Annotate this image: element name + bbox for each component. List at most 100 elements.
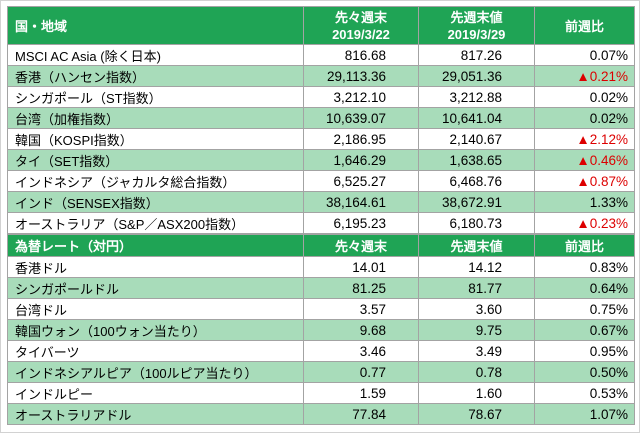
currency-name-cell: インドネシアルピア（100ルピア当たり） [7, 361, 304, 383]
prev-value-cell: 1.59 [303, 382, 419, 404]
change-cell: 0.07% [534, 44, 635, 66]
table-row: シンガポール（ST指数） 3,212.10 3,212.88 0.02% [7, 86, 635, 108]
last-value-cell: 9.75 [418, 319, 535, 341]
currency-name-cell: オーストラリアドル [7, 403, 304, 425]
prev-value-cell: 1,646.29 [303, 149, 419, 171]
change-cell: 0.95% [534, 340, 635, 362]
change-cell: 0.53% [534, 382, 635, 404]
fx-header-row: 為替レート（対円） 先々週末 先週末値 前週比 [7, 234, 635, 257]
table-row: インドルピー 1.59 1.60 0.53% [7, 382, 635, 404]
currency-name-cell: シンガポールドル [7, 277, 304, 299]
region-name-cell: インド（SENSEX指数） [7, 191, 304, 213]
indices-header-last: 先週末値 2019/3/29 [418, 6, 535, 45]
change-cell: ▲0.46% [534, 149, 635, 171]
table-row: インド（SENSEX指数） 38,164.61 38,672.91 1.33% [7, 191, 635, 213]
prev-value-cell: 77.84 [303, 403, 419, 425]
currency-name-cell: 香港ドル [7, 256, 304, 278]
prev-value-cell: 10,639.07 [303, 107, 419, 129]
change-cell: 1.07% [534, 403, 635, 425]
indices-header-prev: 先々週末 2019/3/22 [303, 6, 419, 45]
table-row: オーストラリアドル 77.84 78.67 1.07% [7, 403, 635, 425]
prev-value-cell: 9.68 [303, 319, 419, 341]
region-name-cell: タイ（SET指数） [7, 149, 304, 171]
region-name-cell: インドネシア（ジャカルタ総合指数） [7, 170, 304, 192]
last-value-cell: 6,468.76 [418, 170, 535, 192]
last-value-cell: 3.60 [418, 298, 535, 320]
indices-header-prev-date: 2019/3/22 [332, 26, 390, 42]
table-row: タイ（SET指数） 1,646.29 1,638.65 ▲0.46% [7, 149, 635, 171]
indices-header-region: 国・地域 [7, 6, 304, 45]
table-row: タイバーツ 3.46 3.49 0.95% [7, 340, 635, 362]
table-row: 韓国ウォン（100ウォン当たり） 9.68 9.75 0.67% [7, 319, 635, 341]
prev-value-cell: 29,113.36 [303, 65, 419, 87]
indices-header-change: 前週比 [534, 6, 635, 45]
change-cell: 0.67% [534, 319, 635, 341]
table-row: インドネシアルピア（100ルピア当たり） 0.77 0.78 0.50% [7, 361, 635, 383]
currency-name-cell: タイバーツ [7, 340, 304, 362]
prev-value-cell: 6,525.27 [303, 170, 419, 192]
last-value-cell: 29,051.36 [418, 65, 535, 87]
fx-header-last: 先週末値 [418, 234, 535, 257]
prev-value-cell: 81.25 [303, 277, 419, 299]
fx-rates-table: 為替レート（対円） 先々週末 先週末値 前週比 香港ドル 14.01 14.12… [7, 234, 635, 425]
change-cell: 0.02% [534, 86, 635, 108]
last-value-cell: 817.26 [418, 44, 535, 66]
last-value-cell: 0.78 [418, 361, 535, 383]
region-name-cell: シンガポール（ST指数） [7, 86, 304, 108]
last-value-cell: 14.12 [418, 256, 535, 278]
prev-value-cell: 14.01 [303, 256, 419, 278]
change-cell: ▲0.87% [534, 170, 635, 192]
table-row: 香港（ハンセン指数） 29,113.36 29,051.36 ▲0.21% [7, 65, 635, 87]
region-name-cell: 香港（ハンセン指数） [7, 65, 304, 87]
last-value-cell: 3.49 [418, 340, 535, 362]
change-cell: 0.50% [534, 361, 635, 383]
indices-header-row: 国・地域 先々週末 2019/3/22 先週末値 2019/3/29 前週比 [7, 6, 635, 45]
last-value-cell: 10,641.04 [418, 107, 535, 129]
last-value-cell: 3,212.88 [418, 86, 535, 108]
region-name-cell: MSCI AC Asia (除く日本) [7, 44, 304, 66]
table-row: 台湾ドル 3.57 3.60 0.75% [7, 298, 635, 320]
prev-value-cell: 816.68 [303, 44, 419, 66]
change-cell: 0.02% [534, 107, 635, 129]
last-value-cell: 81.77 [418, 277, 535, 299]
region-name-cell: 台湾（加権指数） [7, 107, 304, 129]
prev-value-cell: 0.77 [303, 361, 419, 383]
indices-header-last-label: 先週末値 [450, 9, 503, 25]
last-value-cell: 38,672.91 [418, 191, 535, 213]
last-value-cell: 1,638.65 [418, 149, 535, 171]
last-value-cell: 2,140.67 [418, 128, 535, 150]
table-row: 台湾（加権指数） 10,639.07 10,641.04 0.02% [7, 107, 635, 129]
change-cell: 1.33% [534, 191, 635, 213]
change-cell: 0.83% [534, 256, 635, 278]
prev-value-cell: 3,212.10 [303, 86, 419, 108]
change-cell: ▲0.21% [534, 65, 635, 87]
table-row: シンガポールドル 81.25 81.77 0.64% [7, 277, 635, 299]
table-row: MSCI AC Asia (除く日本) 816.68 817.26 0.07% [7, 44, 635, 66]
currency-name-cell: インドルピー [7, 382, 304, 404]
change-cell: 0.75% [534, 298, 635, 320]
change-cell: ▲2.12% [534, 128, 635, 150]
table-row: 韓国（KOSPI指数） 2,186.95 2,140.67 ▲2.12% [7, 128, 635, 150]
fx-header-prev: 先々週末 [303, 234, 419, 257]
fx-header-label: 為替レート（対円） [7, 234, 304, 257]
region-name-cell: オーストラリア（S&P／ASX200指数） [7, 212, 304, 234]
change-cell: 0.64% [534, 277, 635, 299]
currency-name-cell: 韓国ウォン（100ウォン当たり） [7, 319, 304, 341]
region-name-cell: 韓国（KOSPI指数） [7, 128, 304, 150]
asia-indices-table: 国・地域 先々週末 2019/3/22 先週末値 2019/3/29 前週比 M… [7, 6, 635, 234]
indices-header-prev-label: 先々週末 [334, 9, 387, 25]
table-row: オーストラリア（S&P／ASX200指数） 6,195.23 6,180.73 … [7, 212, 635, 234]
last-value-cell: 1.60 [418, 382, 535, 404]
table-row: 香港ドル 14.01 14.12 0.83% [7, 256, 635, 278]
prev-value-cell: 2,186.95 [303, 128, 419, 150]
prev-value-cell: 38,164.61 [303, 191, 419, 213]
prev-value-cell: 3.57 [303, 298, 419, 320]
last-value-cell: 78.67 [418, 403, 535, 425]
indices-header-last-date: 2019/3/29 [447, 26, 506, 42]
prev-value-cell: 3.46 [303, 340, 419, 362]
fx-header-change: 前週比 [534, 234, 635, 257]
table-row: インドネシア（ジャカルタ総合指数） 6,525.27 6,468.76 ▲0.8… [7, 170, 635, 192]
last-value-cell: 6,180.73 [418, 212, 535, 234]
change-cell: ▲0.23% [534, 212, 635, 234]
